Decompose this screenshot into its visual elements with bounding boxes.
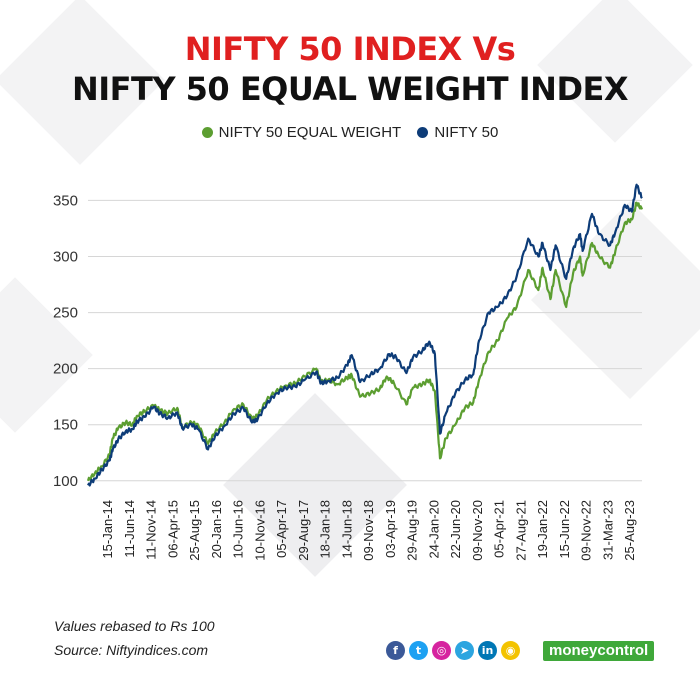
legend-label-nifty50: NIFTY 50 xyxy=(434,124,499,141)
facebook-icon[interactable]: f xyxy=(386,641,405,660)
legend-item-equal-weight: NIFTY 50 EQUAL WEIGHT xyxy=(201,124,402,141)
x-tick-label: 15-Jun-22 xyxy=(557,500,572,559)
x-tick-label: 03-Apr-19 xyxy=(383,500,398,558)
x-tick-label: 20-Jan-16 xyxy=(209,500,224,559)
legend-item-nifty50: NIFTY 50 xyxy=(417,124,498,141)
y-tick-label: 300 xyxy=(53,249,78,266)
x-tick-label: 29-Aug-17 xyxy=(296,500,311,561)
x-tick-label: 14-Jun-18 xyxy=(339,500,354,559)
twitter-icon[interactable]: t xyxy=(409,641,428,660)
legend-swatch-equal-weight xyxy=(201,127,213,138)
y-tick-label: 250 xyxy=(53,305,78,322)
x-tick-label: 10-Nov-16 xyxy=(252,500,267,561)
telegram-icon[interactable]: ➤ xyxy=(455,641,474,660)
legend-swatch-nifty50 xyxy=(417,127,429,138)
x-tick-label: 09-Nov-22 xyxy=(579,500,594,561)
x-tick-label: 10-Jun-16 xyxy=(231,500,246,559)
y-tick-label: 150 xyxy=(53,417,78,434)
chart-title-line2: NIFTY 50 EQUAL WEIGHT INDEX xyxy=(71,70,629,108)
x-tick-label: 05-Apr-21 xyxy=(492,500,507,558)
x-tick-label: 31-Mar-23 xyxy=(600,500,615,560)
y-tick-label: 100 xyxy=(53,473,78,490)
x-tick-label: 25-Aug-23 xyxy=(622,500,637,561)
x-tick-label: 29-Aug-19 xyxy=(405,500,420,561)
series-line-nifty50 xyxy=(87,183,643,487)
social-icons: f t ◎ ➤ in ◉ xyxy=(386,641,520,660)
footnote-rebased: Values rebased to Rs 100 xyxy=(54,618,215,634)
x-tick-label: 09-Nov-20 xyxy=(470,500,485,561)
x-tick-label: 22-Jun-20 xyxy=(448,500,463,559)
x-tick-label: 15-Jan-14 xyxy=(100,500,115,559)
y-tick-label: 200 xyxy=(53,361,78,378)
chart-title-line1: NIFTY 50 INDEX Vs xyxy=(184,30,516,68)
x-tick-label: 05-Apr-17 xyxy=(274,500,289,558)
chart-legend: NIFTY 50 EQUAL WEIGHT NIFTY 50 xyxy=(0,124,700,141)
x-tick-label: 25-Aug-15 xyxy=(187,500,202,561)
x-tick-label: 06-Apr-15 xyxy=(165,500,180,558)
series-line-equal-weight xyxy=(86,201,644,482)
linkedin-icon[interactable]: in xyxy=(478,641,497,660)
x-tick-label: 11-Jun-14 xyxy=(122,500,137,558)
footnote-source: Source: Niftyindices.com xyxy=(54,642,209,658)
snapchat-icon[interactable]: ◉ xyxy=(501,641,520,660)
x-tick-label: 11-Nov-14 xyxy=(144,500,159,560)
x-tick-label: 27-Aug-21 xyxy=(513,500,528,561)
moneycontrol-logo: moneycontrol xyxy=(543,641,655,661)
x-tick-label: 19-Jan-22 xyxy=(535,500,550,559)
x-tick-label: 24-Jan-20 xyxy=(426,500,441,559)
x-tick-label: 18-Jan-18 xyxy=(318,500,333,559)
y-tick-label: 350 xyxy=(53,192,78,209)
instagram-icon[interactable]: ◎ xyxy=(432,641,451,660)
x-tick-label: 09-Nov-18 xyxy=(361,500,376,561)
legend-label-equal-weight: NIFTY 50 EQUAL WEIGHT xyxy=(218,124,402,141)
